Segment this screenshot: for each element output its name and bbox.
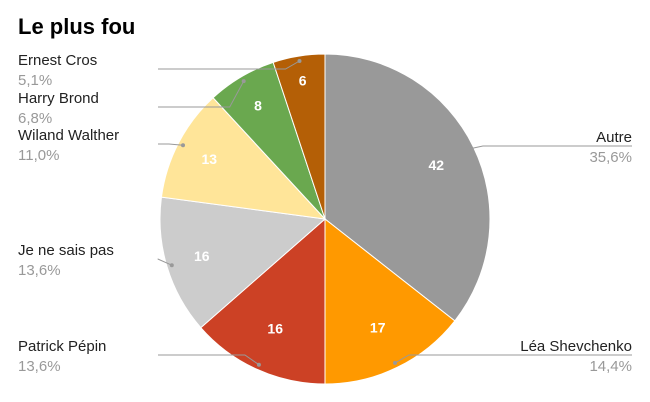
pie-slice: [324, 53, 491, 322]
leader-dot: [169, 263, 174, 268]
slice-name-label: Je ne sais pas: [18, 242, 114, 259]
leader-line: [158, 143, 184, 146]
pie-slice: [200, 217, 326, 385]
chart-title: Le plus fou: [18, 14, 136, 39]
pie-slice: [324, 217, 456, 385]
slice-percent-label: 13,6%: [18, 262, 61, 279]
slice-value-label: 17: [370, 319, 386, 335]
pie-slice: [160, 97, 327, 220]
leader-line: [394, 354, 632, 364]
slice-value-label: 16: [267, 321, 283, 337]
leader-dot: [241, 79, 246, 84]
leader-dot: [297, 59, 302, 63]
leader-line: [158, 80, 245, 108]
slice-name-label: Autre: [596, 129, 632, 146]
leader-line: [158, 354, 260, 366]
slice-name-label: Léa Shevchenko: [520, 338, 632, 355]
slice-name-label: Harry Brond: [18, 90, 99, 107]
slice-value-label: 8: [254, 97, 262, 113]
slice-value-label: 16: [194, 248, 210, 264]
slice-value-label: 13: [202, 151, 218, 167]
slice-name-label: Wiland Walther: [18, 127, 119, 144]
leader-dot: [181, 143, 185, 148]
slice-percent-label: 13,6%: [18, 358, 61, 375]
leader-line: [468, 145, 632, 150]
leader-dot: [393, 360, 397, 365]
slice-value-label: 6: [299, 73, 307, 89]
slice-percent-label: 35,6%: [589, 149, 632, 166]
slice-percent-label: 11,0%: [18, 147, 59, 164]
pie-slice: [159, 196, 327, 329]
leader-line: [157, 258, 173, 266]
slice-name-label: Ernest Cros: [18, 52, 97, 69]
slice-percent-label: 6,8%: [18, 110, 52, 127]
leader-dot: [256, 362, 261, 367]
slice-percent-label: 5,1%: [18, 72, 52, 89]
pie-slice: [272, 53, 326, 220]
pie-slices: [159, 53, 491, 385]
slice-value-label: 42: [429, 157, 445, 173]
leader-dot: [466, 147, 471, 151]
slice-name-label: Patrick Pépin: [18, 338, 106, 355]
pie-annotations: 42 Autre 35,6% 17 Léa Shevchenko 14,4% 16 Patri…: [18, 52, 632, 375]
slice-percent-label: 14,4%: [589, 358, 632, 375]
leader-line: [158, 60, 300, 70]
